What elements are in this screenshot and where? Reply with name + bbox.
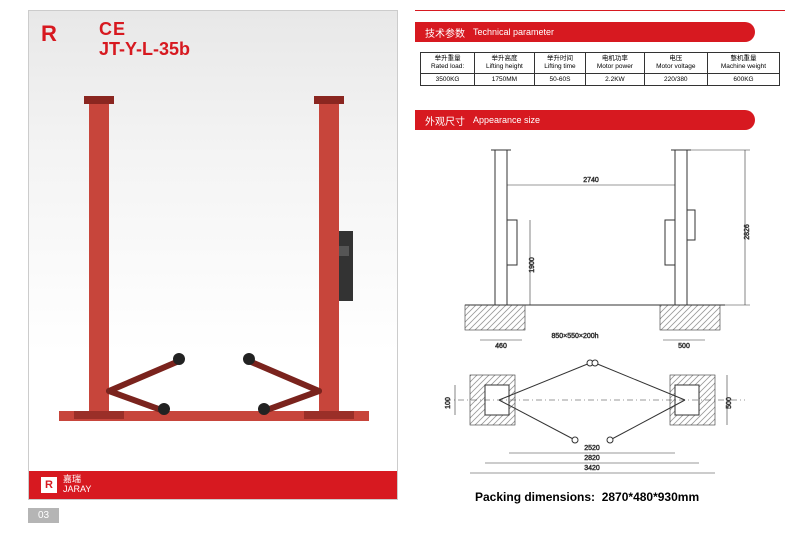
svg-text:2740: 2740 — [583, 177, 599, 184]
brand-bar-logo-icon: R — [41, 477, 57, 493]
section-tech-cn: 技术参数 — [425, 25, 465, 40]
section-header-tech: 技术参数 Technical parameter — [415, 22, 755, 42]
model-number: JT-Y-L-35b — [99, 39, 190, 60]
dimension-diagram: 2826 2740 1900 460 500 850×550×200h — [425, 140, 780, 480]
svg-text:850×550×200h: 850×550×200h — [551, 333, 598, 340]
svg-text:1900: 1900 — [529, 257, 536, 273]
brand-logo-glyph: R — [41, 21, 57, 47]
svg-text:2820: 2820 — [584, 455, 600, 462]
svg-text:3420: 3420 — [584, 465, 600, 472]
svg-text:460: 460 — [495, 343, 507, 350]
table-row: 3500KG 1750MM 50-60S 2.2KW 220/380 600KG — [421, 73, 780, 86]
svg-text:100: 100 — [445, 397, 452, 409]
parameter-table: 举升重量Rated load: 举升高度Lifting height 举升时间L… — [420, 52, 780, 86]
product-photo — [59, 91, 369, 431]
brand-bar: R 嘉瑞JARAY — [29, 471, 397, 499]
section-tech-en: Technical parameter — [473, 27, 554, 37]
ce-mark: CE — [99, 19, 126, 40]
brand-bar-text: 嘉瑞JARAY — [63, 475, 91, 495]
section-size-en: Appearance size — [473, 115, 540, 125]
section-header-size: 外观尺寸 Appearance size — [415, 110, 755, 130]
page-number: 03 — [28, 508, 59, 523]
svg-text:500: 500 — [678, 343, 690, 350]
packing-dimensions: Packing dimensions: 2870*480*930mm — [475, 490, 699, 504]
svg-text:2520: 2520 — [584, 445, 600, 452]
section-size-cn: 外观尺寸 — [425, 113, 465, 128]
svg-text:500: 500 — [726, 397, 733, 409]
product-panel: R CE JT-Y-L-35b R 嘉瑞JARAY — [28, 10, 398, 500]
svg-text:2826: 2826 — [744, 224, 751, 240]
top-rule — [415, 10, 785, 11]
table-row: 举升重量Rated load: 举升高度Lifting height 举升时间L… — [421, 53, 780, 74]
